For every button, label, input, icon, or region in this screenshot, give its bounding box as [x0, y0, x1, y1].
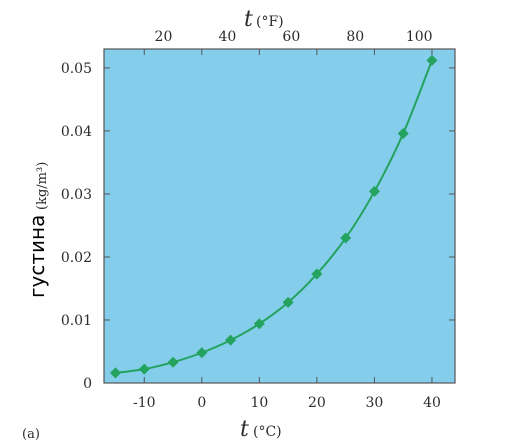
y-tick-label: 0 — [83, 376, 92, 392]
markers-layer — [110, 54, 438, 379]
y-tick-label: 0.05 — [61, 61, 92, 77]
data-point — [426, 54, 438, 66]
data-point — [196, 347, 208, 359]
x2-tick-label: 20 — [155, 29, 173, 45]
panel-label: (a) — [22, 427, 40, 442]
x2-axis-title: t (°F) — [244, 7, 284, 32]
y-axis-unit: (kg/m³) — [35, 162, 50, 210]
data-point — [368, 185, 380, 197]
x-tick-label: 30 — [366, 395, 384, 411]
x-axis-variable: t — [240, 417, 249, 442]
data-point — [340, 232, 352, 244]
y-tick-label: 0.02 — [61, 250, 92, 266]
ticks-layer: -10 0 10 20 30 40 20 40 60 80 100 0 0.01 0.02 0.03 0.04… — [61, 29, 455, 411]
data-point — [225, 334, 237, 346]
x2-tick-label: 80 — [346, 29, 364, 45]
x-tick-label: -10 — [133, 395, 156, 411]
data-point — [138, 363, 150, 375]
x-tick-label: 10 — [250, 395, 268, 411]
x2-axis-variable: t — [244, 7, 253, 32]
data-point — [167, 356, 179, 368]
data-point — [397, 127, 409, 139]
x-axis-unit: (°C) — [253, 424, 282, 440]
x-tick-label: 0 — [197, 395, 206, 411]
x2-tick-label: 40 — [218, 29, 236, 45]
y-tick-label: 0.01 — [61, 313, 92, 329]
x-tick-label: 20 — [308, 395, 326, 411]
x2-tick-label: 100 — [406, 29, 433, 45]
x2-axis-unit: (°F) — [256, 14, 284, 30]
x-axis-title: t (°C) — [240, 417, 282, 442]
x-tick-label: 40 — [423, 395, 441, 411]
data-point — [311, 268, 323, 280]
y-tick-label: 0.04 — [61, 124, 92, 140]
data-point — [282, 296, 294, 308]
data-point — [253, 318, 265, 330]
x2-tick-label: 60 — [282, 29, 300, 45]
y-tick-label: 0.03 — [61, 187, 92, 203]
data-point — [110, 367, 122, 379]
plot-area — [103, 48, 456, 384]
y-axis-label: густина — [25, 215, 49, 298]
